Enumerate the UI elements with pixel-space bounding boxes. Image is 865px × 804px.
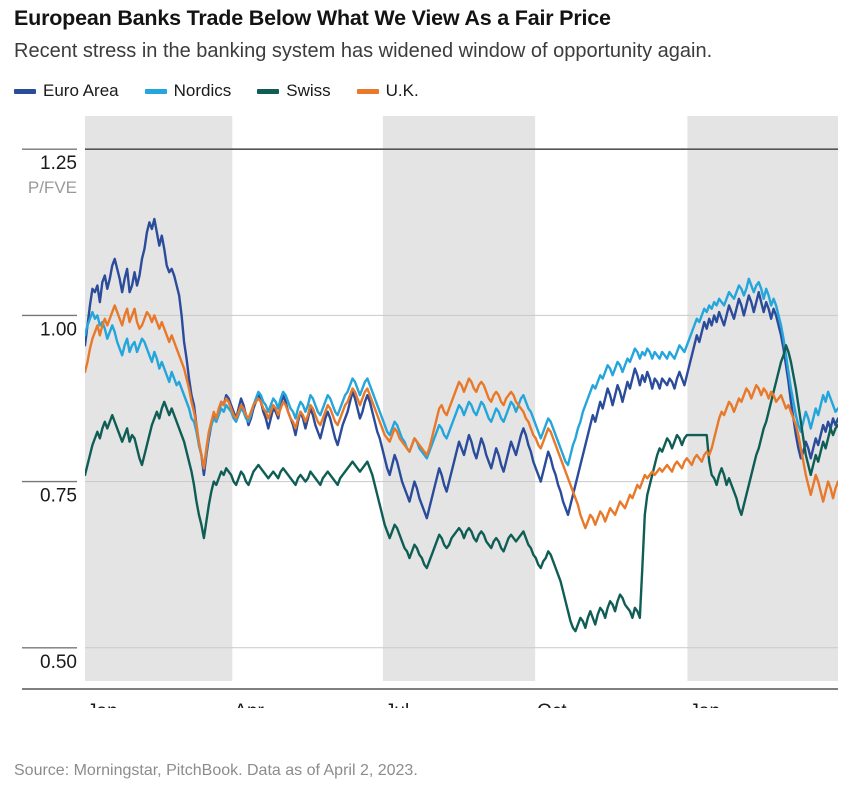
y-tick-label: 0.75 [40, 486, 77, 507]
legend-item-uk[interactable]: U.K. [356, 81, 419, 101]
x-tick-label: Jul [385, 701, 409, 708]
shaded-band [687, 116, 838, 681]
line-chart-svg: 0.500.751.001.25P/FVEJan2022AprJulOctJan… [22, 116, 838, 708]
y-axis-unit-label: P/FVE [28, 178, 77, 197]
legend-label-nordics: Nordics [173, 81, 232, 100]
legend-label-euro-area: Euro Area [43, 81, 119, 100]
series-line-swiss [85, 344, 838, 633]
chart-legend: Euro Area Nordics Swiss U.K. [14, 80, 419, 102]
shaded-band [85, 116, 233, 681]
legend-swatch-euro-area [14, 88, 36, 94]
legend-item-euro-area[interactable]: Euro Area [14, 81, 119, 101]
shaded-band [382, 116, 536, 681]
legend-item-nordics[interactable]: Nordics [144, 81, 232, 101]
page-subtitle: Recent stress in the banking system has … [14, 40, 713, 62]
plot-area: 0.500.751.001.25P/FVEJan2022AprJulOctJan… [0, 108, 865, 708]
legend-label-swiss: Swiss [286, 81, 331, 100]
page-title: European Banks Trade Below What We View … [14, 6, 611, 30]
x-tick-label: Jan [689, 701, 720, 708]
legend-item-swiss[interactable]: Swiss [257, 81, 331, 101]
y-tick-label: 0.50 [40, 652, 77, 673]
x-tick-label: Jan [87, 701, 118, 708]
series-line-u-k [85, 304, 838, 530]
x-tick-label: Oct [537, 701, 567, 708]
x-tick-label: Apr [234, 701, 264, 708]
y-tick-label: 1.00 [40, 319, 77, 340]
series-group [85, 217, 838, 633]
legend-swatch-swiss [257, 88, 280, 94]
legend-swatch-uk [356, 88, 379, 94]
y-tick-label: 1.25 [40, 153, 77, 174]
legend-swatch-nordics [144, 88, 167, 94]
source-note: Source: Morningstar, PitchBook. Data as … [14, 762, 418, 779]
legend-label-uk: U.K. [385, 81, 419, 100]
